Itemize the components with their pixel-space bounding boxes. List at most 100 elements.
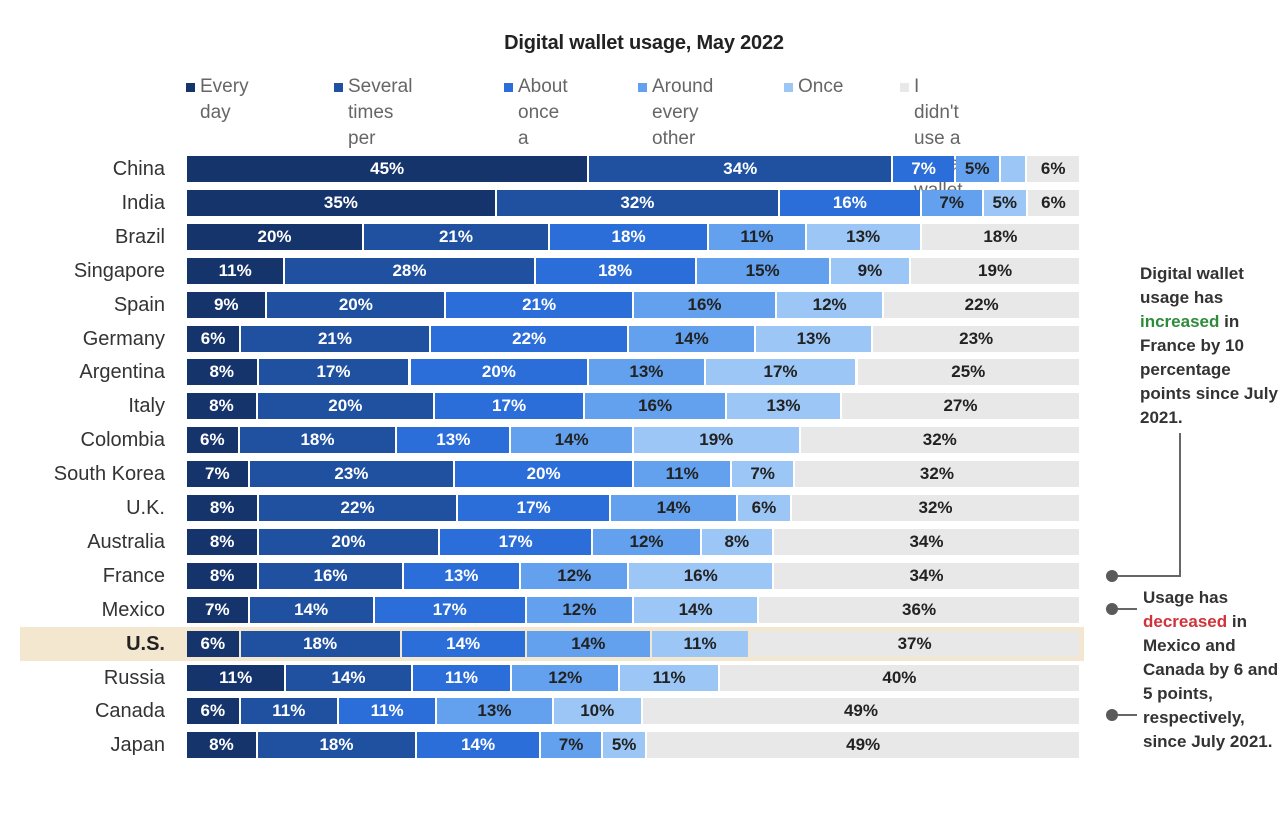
- data-label: 17%: [516, 498, 551, 517]
- data-label: 8%: [209, 498, 235, 517]
- annotation-france-emphasis: increased: [1140, 312, 1220, 331]
- bar-south-korea-once: 7%: [732, 461, 793, 488]
- bar-japan-every-day: 8%: [187, 732, 256, 759]
- bar-india-around-every-other-week: 7%: [921, 189, 982, 216]
- data-label: 11%: [665, 464, 699, 484]
- bar-germany-i-didn-t-use-a-digital-wallet: 23%: [873, 325, 1079, 352]
- data-label: 28%: [392, 260, 427, 280]
- bar-u-k-several-times-per-week: 22%: [259, 495, 456, 521]
- data-label: 18%: [598, 260, 633, 280]
- category-label-u-k: U.K.: [126, 497, 165, 519]
- bar-colombia-around-every-other-week: 14%: [511, 427, 632, 454]
- bar-mexico-around-every-other-week: 12%: [526, 596, 632, 623]
- bar-colombia-about-once-a-week: 13%: [397, 427, 510, 454]
- category-label-brazil: Brazil: [114, 225, 165, 248]
- category-label-spain: Spain: [113, 293, 165, 316]
- data-label: 32%: [919, 464, 954, 484]
- bar-italy-around-every-other-week: 16%: [585, 393, 725, 420]
- bar-colombia-every-day: 6%: [187, 427, 238, 454]
- bar-india-i-didn-t-use-a-digital-wallet: 6%: [1027, 189, 1079, 216]
- bar-mexico-about-once-a-week: 17%: [374, 596, 525, 623]
- bar-spain-every-day: 9%: [187, 291, 266, 318]
- bar-u-s-once: 11%: [651, 630, 749, 657]
- bar-australia-every-day: 8%: [187, 528, 258, 555]
- bar-south-korea-i-didn-t-use-a-digital-wallet: 32%: [794, 461, 1079, 488]
- data-label: 49%: [846, 735, 881, 755]
- data-label: 7%: [911, 159, 936, 178]
- bar-argentina-around-every-other-week: 13%: [589, 359, 704, 386]
- bar-china-every-day: 45%: [187, 156, 588, 182]
- data-label: 34%: [909, 565, 944, 585]
- data-label: 22%: [340, 498, 375, 517]
- bar-brazil-around-every-other-week: 11%: [709, 223, 805, 250]
- bar-singapore-about-once-a-week: 18%: [535, 257, 695, 284]
- data-label: 13%: [444, 565, 479, 585]
- data-label: 12%: [562, 599, 597, 619]
- bar-canada-around-every-other-week: 13%: [437, 698, 552, 725]
- data-label: 20%: [328, 396, 363, 416]
- legend-swatch: [784, 83, 793, 92]
- bar-germany-around-every-other-week: 14%: [629, 325, 754, 352]
- bar-singapore-i-didn-t-use-a-digital-wallet: 19%: [911, 257, 1079, 284]
- bar-brazil-once: 13%: [806, 223, 920, 250]
- bar-south-korea-several-times-per-week: 23%: [249, 461, 454, 488]
- bar-mexico-i-didn-t-use-a-digital-wallet: 36%: [759, 596, 1079, 623]
- legend-swatch: [186, 83, 195, 92]
- data-label: 16%: [832, 192, 867, 212]
- data-label: 6%: [200, 701, 226, 721]
- data-label: 13%: [629, 362, 664, 382]
- data-label: 11%: [652, 667, 686, 687]
- bar-germany-several-times-per-week: 21%: [241, 325, 429, 352]
- bar-u-k-about-once-a-week: 17%: [457, 495, 610, 521]
- bar-india-several-times-per-week: 32%: [496, 189, 779, 216]
- bar-spain-once: 12%: [777, 291, 883, 318]
- bar-russia-i-didn-t-use-a-digital-wallet: 40%: [719, 664, 1079, 691]
- data-label: 6%: [1040, 159, 1066, 178]
- bar-u-s-about-once-a-week: 14%: [401, 630, 525, 657]
- data-label: 14%: [674, 328, 709, 348]
- data-label: 18%: [611, 226, 646, 246]
- bar-brazil-every-day: 20%: [187, 223, 363, 250]
- data-label: 20%: [338, 294, 373, 314]
- data-label: 11%: [683, 633, 717, 653]
- data-label: 17%: [492, 396, 527, 416]
- data-label: 17%: [498, 531, 533, 551]
- data-label: 21%: [317, 328, 352, 348]
- bar-russia-around-every-other-week: 12%: [512, 664, 619, 691]
- legend-item-once: Once: [784, 74, 843, 100]
- bar-colombia-once: 19%: [634, 427, 799, 454]
- data-label: 17%: [763, 362, 798, 382]
- bar-canada-every-day: 6%: [187, 698, 239, 725]
- bar-singapore-once: 9%: [830, 257, 910, 284]
- bar-china-i-didn-t-use-a-digital-wallet: 6%: [1027, 156, 1079, 182]
- data-label: 8%: [209, 735, 234, 755]
- bar-canada-several-times-per-week: 11%: [240, 698, 337, 725]
- data-label: 8%: [209, 565, 235, 585]
- data-label: 18%: [303, 633, 338, 653]
- bar-japan-once: 5%: [603, 732, 646, 759]
- annotation-france-before: Digital wallet usage has: [1140, 264, 1244, 307]
- category-label-u-s: U.S.: [126, 632, 165, 655]
- data-label: 49%: [843, 701, 878, 721]
- bar-russia-every-day: 11%: [187, 664, 285, 691]
- data-label: 8%: [209, 362, 235, 382]
- bar-italy-about-once-a-week: 17%: [434, 393, 584, 420]
- data-label: 14%: [571, 633, 606, 653]
- data-label: 11%: [218, 260, 252, 280]
- bar-france-several-times-per-week: 16%: [259, 562, 402, 589]
- data-label: 16%: [687, 294, 722, 314]
- annotation-decrease-emphasis: decreased: [1143, 612, 1228, 631]
- bar-germany-once: 13%: [755, 325, 872, 352]
- data-label: 20%: [526, 464, 561, 484]
- data-label: 14%: [331, 667, 366, 687]
- data-label: 20%: [331, 531, 366, 551]
- bar-spain-around-every-other-week: 16%: [634, 291, 776, 318]
- bar-mexico-once: 14%: [634, 596, 758, 623]
- bar-south-korea-every-day: 7%: [187, 461, 248, 488]
- data-label: 19%: [699, 430, 734, 450]
- bar-china-about-once-a-week: 7%: [893, 156, 954, 182]
- bar-india-once: 5%: [983, 189, 1026, 216]
- data-label: 6%: [1041, 192, 1066, 212]
- annotation-mexico-connector: [1112, 608, 1137, 610]
- data-label: 6%: [751, 498, 777, 517]
